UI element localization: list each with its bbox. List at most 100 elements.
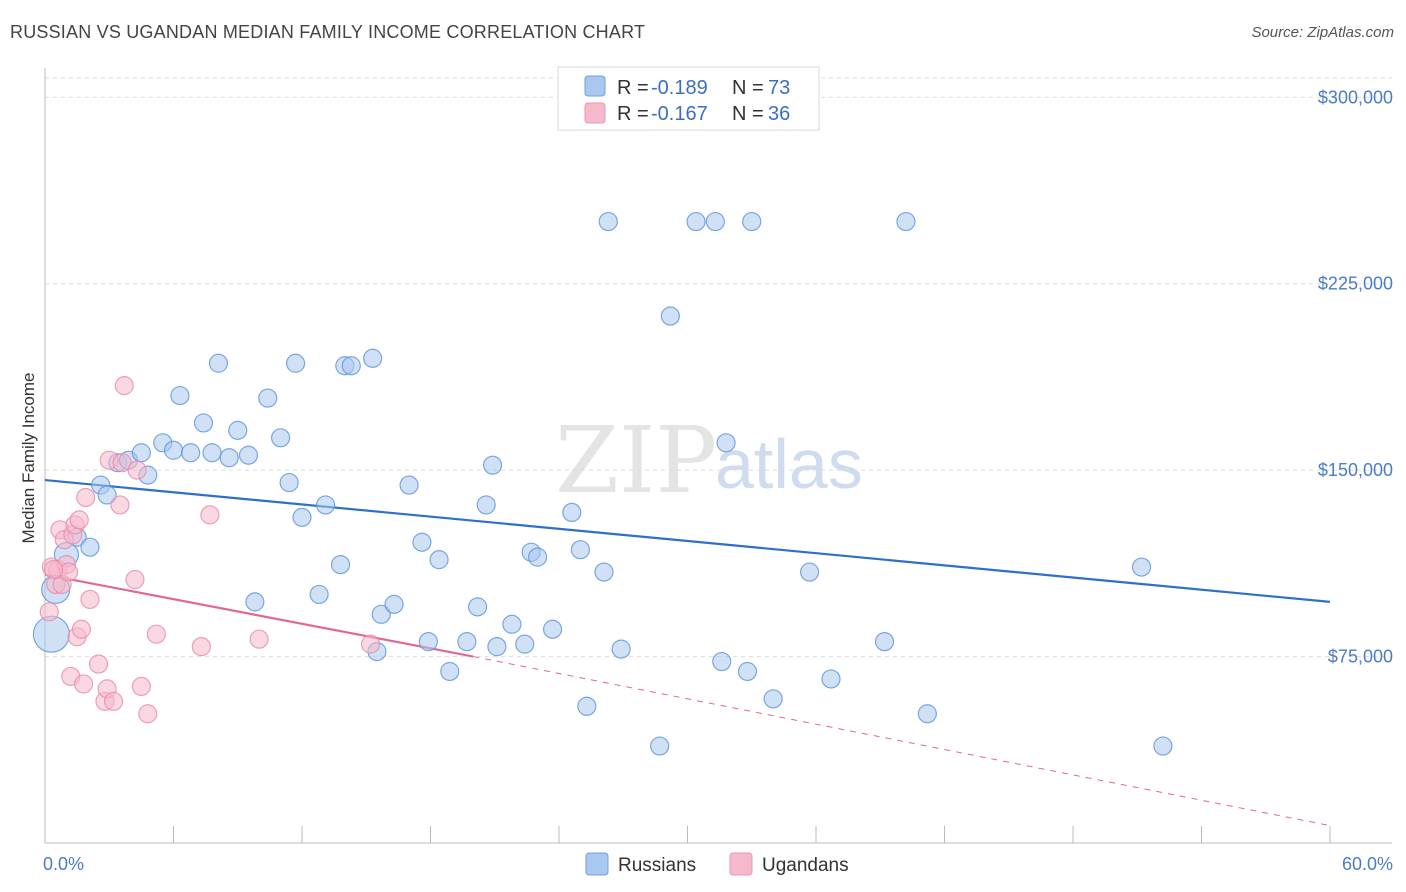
watermark: ZIP atlas bbox=[555, 407, 863, 514]
point-russians bbox=[874, 632, 895, 652]
point-ugandans bbox=[69, 510, 89, 530]
point-russians bbox=[330, 554, 351, 575]
point-ugandans bbox=[73, 674, 94, 694]
point-ugandans bbox=[110, 495, 130, 515]
point-russians bbox=[309, 584, 329, 605]
trend-line-dashed-ugandans bbox=[473, 656, 1331, 827]
point-russians bbox=[457, 632, 477, 652]
legend-russians-n-label: N = bbox=[732, 77, 764, 99]
point-ugandans bbox=[131, 676, 151, 697]
point-russians bbox=[315, 495, 336, 515]
point-russians bbox=[705, 211, 725, 232]
axis-labels: Median Family Income $75,000 $150,000 $225… bbox=[19, 87, 1393, 874]
point-russians bbox=[208, 353, 229, 373]
point-ugandans bbox=[43, 559, 64, 580]
data-points bbox=[32, 211, 1173, 756]
point-ugandans bbox=[191, 637, 211, 657]
bottom-legend-ugandans-label: Ugandans bbox=[762, 855, 849, 876]
point-russians bbox=[917, 704, 937, 724]
point-russians bbox=[542, 619, 563, 639]
point-ugandans bbox=[138, 704, 158, 724]
point-ugandans bbox=[200, 505, 220, 525]
point-russians bbox=[737, 661, 758, 682]
point-russians bbox=[202, 443, 222, 463]
point-russians bbox=[341, 356, 361, 376]
point-russians bbox=[650, 736, 670, 756]
point-russians bbox=[418, 632, 438, 652]
point-russians bbox=[502, 614, 522, 634]
bottom-legend-russians-label: Russians bbox=[618, 855, 696, 876]
point-russians bbox=[763, 689, 783, 709]
point-russians bbox=[429, 550, 449, 570]
legend-russians-r-label: R = bbox=[617, 77, 649, 99]
point-russians bbox=[228, 420, 248, 440]
point-russians bbox=[1131, 557, 1152, 577]
bottom-legend: Russians Ugandans bbox=[585, 852, 849, 876]
point-russians bbox=[219, 448, 239, 468]
point-russians bbox=[611, 639, 631, 659]
point-ugandans bbox=[146, 624, 166, 644]
point-russians bbox=[170, 385, 190, 406]
point-ugandans bbox=[249, 629, 269, 649]
point-ugandans bbox=[80, 589, 100, 610]
legend-ugandans-n-value: 36 bbox=[768, 103, 790, 125]
point-russians bbox=[660, 306, 680, 326]
y-tick-label: $225,000 bbox=[1318, 274, 1393, 294]
point-russians bbox=[440, 661, 460, 682]
y-tick-label: $300,000 bbox=[1318, 87, 1393, 107]
axes bbox=[44, 68, 1392, 844]
point-russians bbox=[80, 537, 100, 557]
point-russians bbox=[896, 211, 916, 232]
legend-russians-swatch bbox=[584, 75, 606, 97]
point-russians bbox=[515, 634, 535, 654]
point-russians bbox=[562, 502, 582, 523]
point-russians bbox=[363, 348, 383, 368]
x-tick-label-max: 60.0% bbox=[1342, 854, 1393, 874]
point-russians bbox=[527, 547, 548, 567]
point-russians bbox=[686, 211, 706, 232]
point-russians bbox=[487, 637, 507, 657]
legend: R = -0.189 N = 73 R = -0.167 N = 36 bbox=[557, 66, 820, 131]
y-tick-label: $150,000 bbox=[1318, 460, 1393, 480]
point-russians bbox=[1153, 736, 1173, 756]
point-russians bbox=[716, 433, 736, 453]
point-ugandans bbox=[360, 634, 381, 654]
point-russians bbox=[483, 455, 503, 475]
chart-title: RUSSIAN VS UGANDAN MEDIAN FAMILY INCOME … bbox=[10, 22, 646, 42]
point-russians bbox=[238, 445, 259, 465]
point-russians bbox=[742, 211, 762, 232]
point-russians bbox=[468, 597, 488, 617]
point-russians bbox=[292, 507, 312, 527]
point-russians bbox=[799, 562, 820, 582]
bottom-legend-russians-swatch bbox=[585, 852, 609, 876]
legend-ugandans-n-label: N = bbox=[732, 103, 764, 125]
watermark-zip: ZIP bbox=[555, 407, 717, 514]
point-russians bbox=[399, 475, 419, 495]
point-russians bbox=[712, 651, 732, 672]
point-russians bbox=[270, 428, 291, 448]
point-russians bbox=[476, 495, 496, 515]
point-ugandans bbox=[114, 376, 134, 396]
legend-ugandans-r-value: -0.167 bbox=[651, 103, 708, 125]
legend-russians-n-value: 73 bbox=[768, 77, 790, 99]
point-ugandans bbox=[71, 619, 92, 639]
point-russians bbox=[598, 211, 618, 232]
point-ugandans bbox=[88, 654, 109, 674]
point-russians bbox=[384, 594, 404, 614]
x-tick-label-min: 0.0% bbox=[43, 854, 84, 874]
gridlines bbox=[45, 77, 1392, 658]
point-russians bbox=[285, 353, 306, 373]
point-ugandans bbox=[103, 691, 124, 711]
point-russians bbox=[163, 440, 184, 460]
point-russians bbox=[577, 696, 597, 716]
point-ugandans bbox=[76, 487, 96, 508]
point-ugandans bbox=[39, 602, 59, 622]
legend-russians-r-value: -0.189 bbox=[651, 77, 708, 99]
point-russians bbox=[181, 443, 201, 463]
point-russians bbox=[258, 388, 278, 408]
legend-ugandans-swatch bbox=[584, 102, 606, 124]
source-label: Source: ZipAtlas.com bbox=[1251, 24, 1394, 41]
point-russians bbox=[131, 443, 151, 463]
trend-lines bbox=[44, 478, 1331, 827]
